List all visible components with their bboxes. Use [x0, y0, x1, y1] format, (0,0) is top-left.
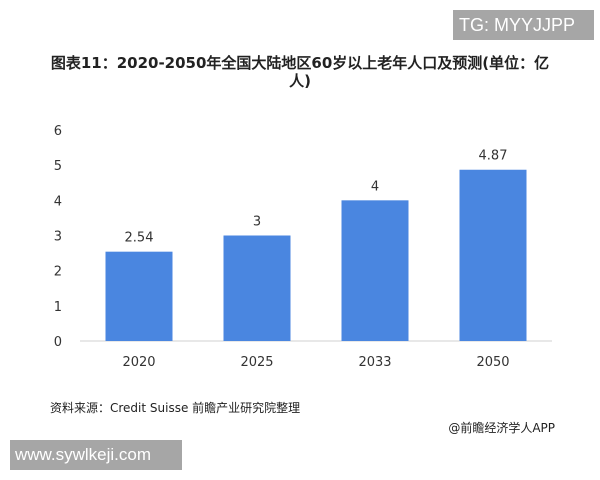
bar-2025: [223, 235, 291, 341]
chart-title: 图表11：2020-2050年全国大陆地区60岁以上老年人口及预测(单位：亿人): [50, 54, 550, 90]
y-tick-label: 3: [54, 230, 62, 245]
y-tick-label: 4: [54, 194, 62, 209]
watermark-bottom: www.sywlkeji.com: [10, 440, 182, 470]
y-tick-label: 6: [54, 124, 62, 139]
bar-2050: [459, 169, 527, 341]
data-label: 2.54: [125, 231, 154, 246]
y-tick-label: 5: [54, 159, 62, 174]
y-tick-label: 1: [54, 300, 62, 315]
data-label: 4: [371, 179, 379, 194]
source-note: 资料来源：Credit Suisse 前瞻产业研究院整理: [50, 401, 301, 415]
bar-2020: [105, 251, 173, 341]
y-tick-label: 0: [54, 335, 62, 350]
bar-2033: [341, 200, 409, 341]
x-tick-label: 2033: [358, 355, 391, 370]
data-label: 4.87: [479, 149, 508, 164]
x-tick-label: 2020: [122, 355, 155, 370]
x-tick-label: 2025: [240, 355, 273, 370]
credit-note: @前瞻经济学人APP: [448, 421, 555, 435]
y-tick-label: 2: [54, 265, 62, 280]
data-label: 3: [253, 215, 261, 230]
watermark-top: TG: MYYJJPP: [453, 10, 594, 40]
x-tick-label: 2050: [476, 355, 509, 370]
